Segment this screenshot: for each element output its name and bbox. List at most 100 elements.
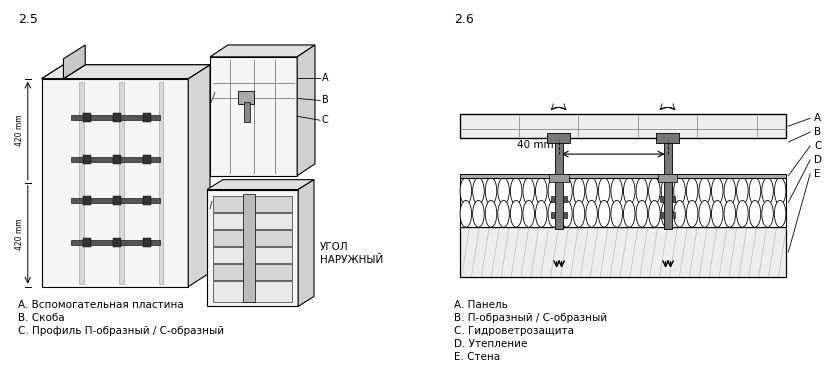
Bar: [42, 79, 188, 287]
Ellipse shape: [736, 178, 748, 204]
Text: C. Гидроветрозащита: C. Гидроветрозащита: [454, 326, 574, 336]
Polygon shape: [63, 65, 210, 79]
Bar: [210, 57, 297, 176]
Ellipse shape: [598, 178, 610, 204]
Text: 420 mm: 420 mm: [15, 115, 24, 146]
Ellipse shape: [623, 201, 635, 227]
Bar: [142, 113, 151, 122]
Text: E: E: [814, 169, 821, 179]
Bar: [671, 212, 676, 218]
Bar: [551, 212, 555, 218]
Bar: [460, 174, 786, 178]
Ellipse shape: [699, 201, 711, 227]
Text: C: C: [322, 115, 329, 125]
Ellipse shape: [775, 178, 786, 204]
Ellipse shape: [586, 201, 597, 227]
Ellipse shape: [749, 178, 761, 204]
Bar: [83, 155, 91, 164]
Bar: [72, 115, 161, 120]
Polygon shape: [188, 65, 210, 287]
Ellipse shape: [724, 178, 736, 204]
Bar: [656, 133, 680, 143]
Bar: [207, 190, 298, 306]
Ellipse shape: [623, 178, 635, 204]
Ellipse shape: [724, 201, 736, 227]
Ellipse shape: [761, 201, 773, 227]
Ellipse shape: [498, 178, 509, 204]
Ellipse shape: [523, 178, 535, 204]
Bar: [244, 102, 250, 122]
Ellipse shape: [573, 201, 585, 227]
Bar: [460, 114, 786, 138]
Bar: [213, 197, 292, 212]
Polygon shape: [42, 65, 85, 79]
Bar: [562, 197, 566, 202]
Ellipse shape: [485, 201, 496, 227]
Text: E. Стена: E. Стена: [454, 352, 500, 362]
Bar: [551, 197, 555, 202]
Ellipse shape: [749, 201, 761, 227]
Ellipse shape: [561, 201, 572, 227]
Bar: [142, 197, 151, 205]
Text: 420 mm: 420 mm: [15, 219, 24, 250]
Bar: [546, 133, 571, 143]
Text: B. П-образный / С-образный: B. П-образный / С-образный: [454, 313, 606, 323]
Ellipse shape: [472, 178, 484, 204]
Bar: [213, 264, 292, 280]
Bar: [671, 197, 676, 202]
Polygon shape: [42, 65, 210, 79]
Ellipse shape: [699, 178, 711, 204]
Text: B: B: [814, 127, 821, 137]
Bar: [242, 194, 255, 302]
Ellipse shape: [761, 178, 773, 204]
Text: 40 mm: 40 mm: [517, 140, 554, 150]
Text: A: A: [814, 113, 821, 123]
Ellipse shape: [561, 178, 572, 204]
Bar: [113, 113, 121, 122]
Ellipse shape: [711, 201, 723, 227]
Ellipse shape: [511, 201, 522, 227]
Bar: [237, 90, 253, 104]
Bar: [72, 240, 161, 245]
Polygon shape: [207, 180, 314, 190]
Bar: [113, 155, 121, 164]
Ellipse shape: [548, 201, 560, 227]
Bar: [555, 134, 562, 229]
Polygon shape: [297, 45, 315, 176]
Bar: [113, 197, 121, 205]
Ellipse shape: [736, 201, 748, 227]
Bar: [657, 174, 677, 182]
Bar: [660, 212, 664, 218]
Bar: [142, 238, 151, 247]
Ellipse shape: [611, 201, 622, 227]
Bar: [213, 213, 292, 229]
Bar: [83, 238, 91, 247]
Ellipse shape: [649, 178, 661, 204]
Ellipse shape: [775, 201, 786, 227]
Text: C. Профиль П-образный / С-образный: C. Профиль П-образный / С-образный: [17, 326, 224, 336]
Ellipse shape: [485, 178, 496, 204]
Bar: [664, 134, 671, 229]
Ellipse shape: [472, 201, 484, 227]
Bar: [119, 82, 124, 284]
Bar: [213, 230, 292, 246]
Ellipse shape: [460, 178, 471, 204]
Text: D: D: [814, 155, 822, 165]
Ellipse shape: [498, 201, 509, 227]
Polygon shape: [63, 45, 85, 79]
Ellipse shape: [649, 201, 661, 227]
Ellipse shape: [523, 201, 535, 227]
Ellipse shape: [686, 201, 698, 227]
Bar: [72, 157, 161, 162]
Ellipse shape: [511, 178, 522, 204]
Bar: [142, 155, 151, 164]
Ellipse shape: [711, 178, 723, 204]
Bar: [460, 178, 786, 227]
Bar: [460, 227, 786, 277]
Ellipse shape: [536, 178, 547, 204]
Ellipse shape: [686, 178, 698, 204]
Bar: [213, 247, 292, 263]
Ellipse shape: [661, 178, 673, 204]
Text: 2.5: 2.5: [17, 13, 37, 26]
Text: B: B: [322, 96, 329, 105]
